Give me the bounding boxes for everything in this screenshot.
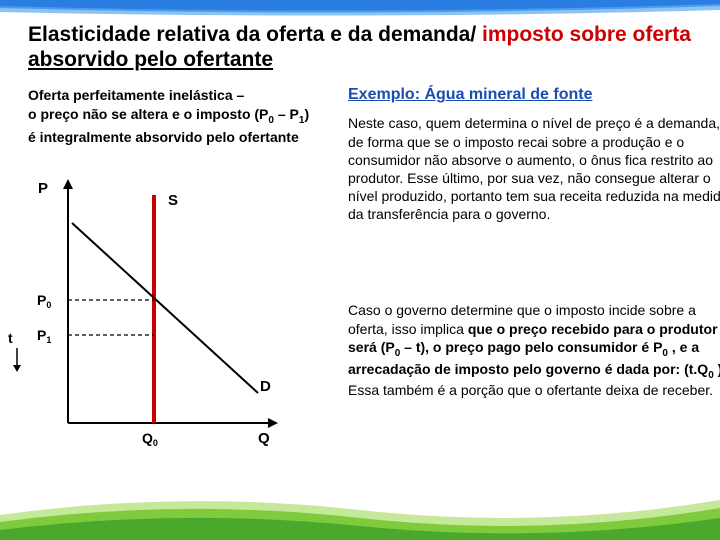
axis-q-label: Q (258, 430, 270, 447)
desc-line3: é integralmente absorvido pelo ofertante (28, 129, 299, 145)
slide-title: Elasticidade relativa da oferta e da dem… (28, 22, 710, 72)
supply-demand-chart: P S D Q P0 P1 Q0 (32, 175, 292, 455)
desc-line2b: – P (274, 106, 299, 122)
decorative-wave-bottom (0, 480, 720, 540)
axis-p-label: P (38, 180, 48, 197)
tax-label: t (8, 330, 13, 346)
desc-line2c: ) (304, 106, 309, 122)
title-part1: Elasticidade relativa da oferta e da dem… (28, 23, 482, 46)
p1-label: P1 (37, 327, 51, 345)
desc-line1: Oferta perfeitamente inelástica – (28, 87, 244, 103)
demand-label: D (260, 378, 271, 395)
tax-arrow-icon (12, 348, 22, 372)
p0-label: P0 (37, 292, 51, 310)
p2-c: Essa também é a porção que o ofertante d… (348, 382, 713, 398)
paragraph-2: Caso o governo determine que o imposto i… (348, 301, 720, 399)
supply-label: S (168, 192, 178, 209)
q0-label: Q0 (142, 430, 158, 448)
paragraph-1: Neste caso, quem determina o nível de pr… (348, 114, 720, 223)
desc-line2a: o preço não se altera e o imposto (P (28, 106, 268, 122)
p2-b2: – t), o preço pago pelo consumidor é P (400, 339, 662, 355)
decorative-wave-top (0, 0, 720, 18)
title-red: imposto sobre oferta (482, 23, 691, 46)
p2-b4: ). (714, 361, 720, 377)
example-heading: Exemplo: Água mineral de fonte (348, 86, 592, 104)
title-underline: absorvido pelo ofertante (28, 48, 273, 71)
